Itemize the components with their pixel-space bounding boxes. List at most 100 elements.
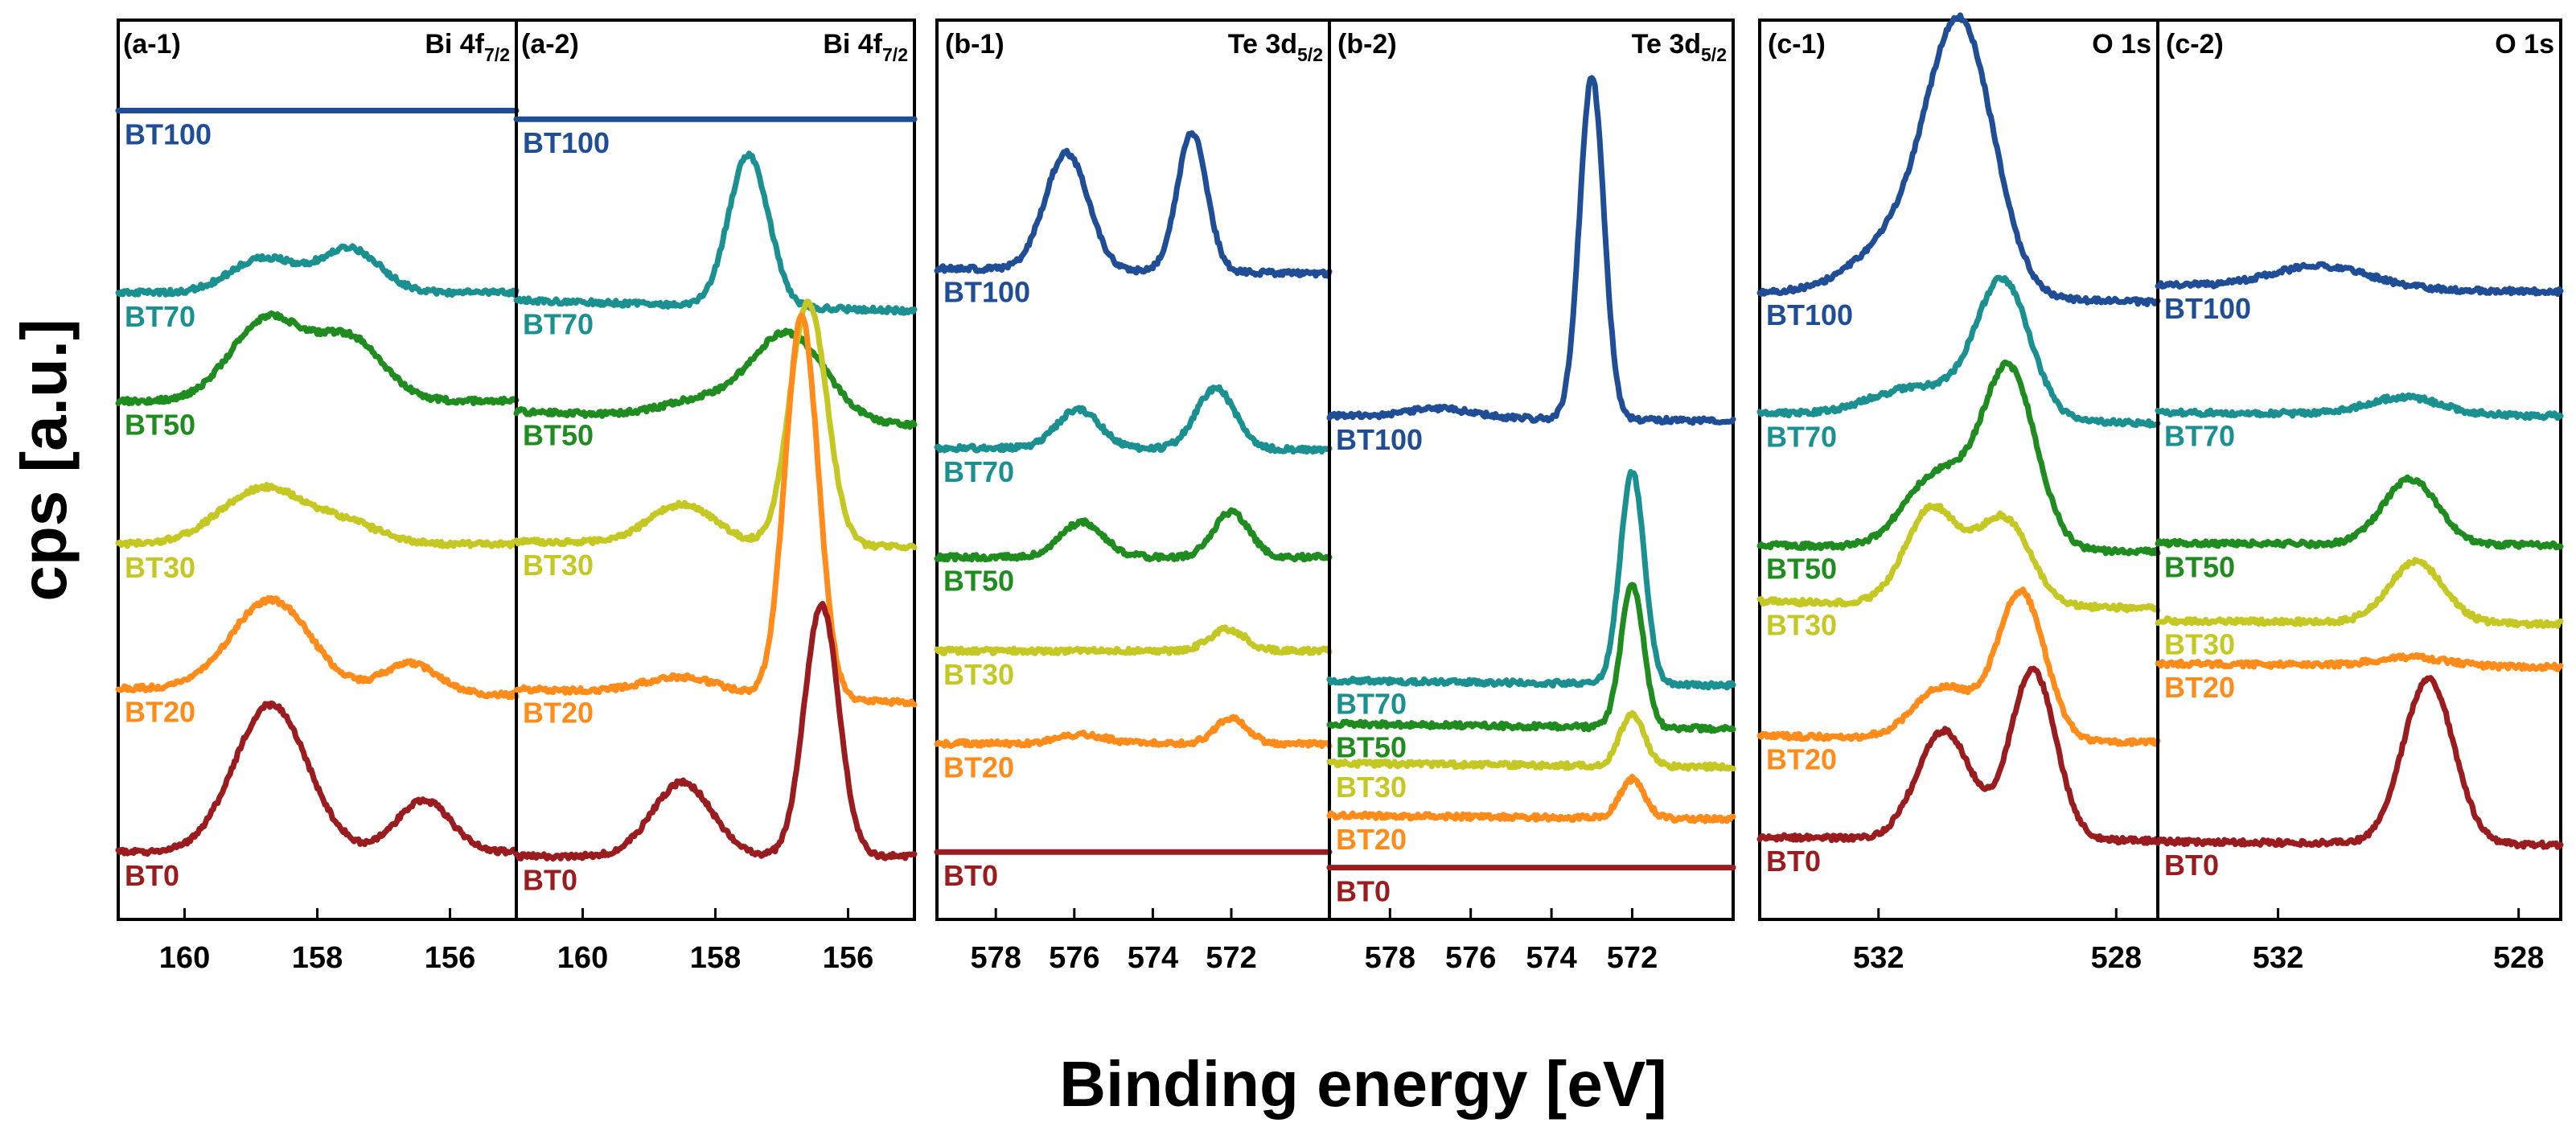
series-label-BT0: BT0 <box>523 864 577 897</box>
trace-BT30 <box>2155 557 2564 629</box>
panel-label: (c-2) <box>2166 29 2224 60</box>
trace-BT70 <box>2155 392 2564 421</box>
x-tick-label: 572 <box>1607 941 1658 975</box>
series-label-BT70: BT70 <box>1336 688 1407 721</box>
x-tick-label: 160 <box>557 941 608 975</box>
series-label-BT30: BT30 <box>943 658 1014 691</box>
series-label-BT50: BT50 <box>125 409 195 442</box>
trace-BT50 <box>1756 360 2161 557</box>
series-label-BT0: BT0 <box>1766 845 1821 878</box>
trace-BT100 <box>1326 75 1736 426</box>
x-tick-label: 158 <box>292 941 343 975</box>
trace-BT70 <box>1326 469 1736 691</box>
panel-label: (b-2) <box>1337 29 1397 60</box>
series-label-BT20: BT20 <box>125 695 195 728</box>
series-label-BT30: BT30 <box>2164 627 2235 660</box>
x-tick-label: 574 <box>1526 941 1576 975</box>
series-label-BT20: BT20 <box>1336 823 1407 856</box>
panel-a-1: BT100 BT70 BT50 BT30 BT20 BT0 160 158 156 (a-1) Bi… <box>115 19 520 975</box>
element-label: Bi 4f7/2 <box>823 29 908 65</box>
series-label-BT20: BT20 <box>943 750 1014 783</box>
series-label-BT100: BT100 <box>1766 298 1853 331</box>
trace-BT0 <box>115 700 520 857</box>
trace-BT100 <box>934 130 1333 279</box>
trace-BT50 <box>2155 474 2564 551</box>
series-label-BT30: BT30 <box>125 551 195 584</box>
series-label-BT100: BT100 <box>125 117 212 150</box>
series-label-BT50: BT50 <box>1766 553 1837 586</box>
x-tick-label: 156 <box>425 941 475 975</box>
element-label: O 1s <box>2092 29 2151 60</box>
panel-label: (a-1) <box>123 29 181 60</box>
x-tick-label: 528 <box>2091 941 2142 975</box>
x-tick-label: 572 <box>1206 941 1256 975</box>
trace-BT100 <box>2155 261 2564 298</box>
series-label-BT50: BT50 <box>523 419 594 452</box>
trace-BT70 <box>115 243 520 298</box>
series-label-BT0: BT0 <box>2164 849 2219 882</box>
panel-c-1: BT100 BT70 BT50 BT30 BT20 BT0 532 528 (c-1) O 1s <box>1756 12 2161 975</box>
series-label-BT100: BT100 <box>943 276 1030 309</box>
series-label-BT30: BT30 <box>523 549 594 582</box>
trace-BT30 <box>1756 502 2161 614</box>
trace-BT50 <box>1326 582 1736 734</box>
series-label-BT50: BT50 <box>1336 731 1407 764</box>
panel-b-1: BT100 BT70 BT50 BT30 BT20 BT0 578 576 574 572 (b-1… <box>934 19 1333 975</box>
trace-BT70 <box>1756 274 2161 429</box>
trace-BT0 <box>1756 665 2161 846</box>
trace-BT20 <box>513 312 918 708</box>
x-tick-label: 574 <box>1128 941 1178 975</box>
trace-BT20 <box>1756 586 2161 747</box>
trace-BT0 <box>2155 675 2564 850</box>
series-label-BT100: BT100 <box>2164 292 2251 325</box>
trace-BT50 <box>513 327 918 430</box>
trace-BT20 <box>115 594 520 701</box>
panel-label: (a-2) <box>521 29 579 60</box>
panel-label: (c-1) <box>1768 29 1826 60</box>
series-label-BT70: BT70 <box>943 455 1014 488</box>
panel-b-2: BT100 BT70 BT50 BT30 BT20 BT0 578 576 574 572 (b-2… <box>1326 19 1736 975</box>
trace-BT30 <box>115 482 520 549</box>
y-axis-title: cps [a.u.] <box>8 319 80 601</box>
panel-c-2: BT100 BT70 BT50 BT30 BT20 BT0 532 528 (c-2) O 1s <box>2155 19 2564 975</box>
series-label-BT20: BT20 <box>523 696 594 729</box>
trace-BT50 <box>115 310 520 407</box>
x-tick-label: 576 <box>1049 941 1099 975</box>
trace-BT30 <box>934 624 1333 656</box>
panel-frame <box>1758 19 2159 921</box>
series-label-BT70: BT70 <box>1766 421 1837 454</box>
series-label-BT0: BT0 <box>1336 875 1391 908</box>
panel-a-2: BT100 BT70 BT50 BT30 BT20 BT0 160 158 156 (a-2) Bi… <box>513 19 918 975</box>
trace-BT70 <box>513 150 918 316</box>
trace-BT30 <box>513 298 918 552</box>
x-tick-label: 532 <box>2253 941 2303 975</box>
x-tick-label: 578 <box>970 941 1021 975</box>
series-label-BT20: BT20 <box>2164 671 2235 704</box>
x-tick-label: 576 <box>1445 941 1496 975</box>
panel-frame <box>2156 19 2562 921</box>
series-label-BT0: BT0 <box>125 859 179 892</box>
x-tick-label: 578 <box>1365 941 1415 975</box>
trace-BT20 <box>2155 652 2564 672</box>
trace-BT50 <box>934 507 1333 563</box>
trace-BT20 <box>1326 774 1736 824</box>
series-label-BT70: BT70 <box>2164 420 2235 453</box>
series-label-BT50: BT50 <box>943 565 1014 598</box>
series-label-BT70: BT70 <box>125 300 195 333</box>
x-tick-label: 158 <box>690 941 741 975</box>
trace-BT100 <box>1756 12 2161 307</box>
x-tick-label: 528 <box>2493 941 2544 975</box>
series-label-BT20: BT20 <box>1766 743 1837 776</box>
element-label: Te 3d5/2 <box>1632 29 1727 65</box>
series-label-BT30: BT30 <box>1336 771 1407 804</box>
series-label-BT50: BT50 <box>2164 550 2235 583</box>
series-label-BT70: BT70 <box>523 308 594 341</box>
panel-label: (b-1) <box>945 29 1005 60</box>
x-tick-label: 532 <box>1853 941 1904 975</box>
panel-frame <box>1328 19 1735 921</box>
series-label-BT30: BT30 <box>1766 609 1837 642</box>
series-label-BT100: BT100 <box>523 126 610 159</box>
element-label: Bi 4f7/2 <box>425 29 510 65</box>
element-label: Te 3d5/2 <box>1228 29 1323 65</box>
